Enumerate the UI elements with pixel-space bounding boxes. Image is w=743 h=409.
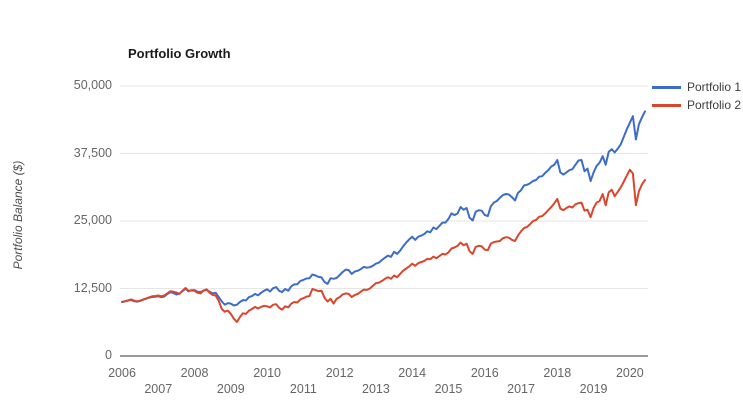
x-tick-label: 2011 <box>289 382 317 396</box>
x-tick-label: 2007 <box>144 382 173 396</box>
legend-label: Portfolio 1 <box>687 80 742 94</box>
x-tick-label: 2015 <box>434 382 463 396</box>
x-tick-label: 2018 <box>543 366 572 380</box>
legend-label: Portfolio 2 <box>687 98 742 112</box>
legend-item-portfolio-1[interactable]: Portfolio 1 <box>652 78 741 96</box>
x-tick-label: 2008 <box>180 366 209 380</box>
x-tick-label: 2019 <box>579 382 608 396</box>
portfolio-2-line-swatch <box>652 103 681 107</box>
x-tick-label: 2012 <box>325 366 354 380</box>
x-tick-label: 2017 <box>507 382 535 396</box>
y-tick-label: 50,000 <box>73 78 112 92</box>
portfolio-1-line-swatch <box>652 85 681 89</box>
x-tick-label: 2013 <box>362 382 390 396</box>
x-tick-label: 2009 <box>216 382 245 396</box>
chart-title: Portfolio Growth <box>128 46 231 61</box>
x-tick-label: 2006 <box>108 366 136 380</box>
x-tick-label: 2020 <box>615 366 644 380</box>
x-tick-label: 2014 <box>398 366 427 380</box>
y-tick-label: 12,500 <box>73 280 112 295</box>
chart-legend: Portfolio 1 Portfolio 2 <box>652 78 741 114</box>
y-tick-label: 0 <box>105 348 112 362</box>
y-tick-label: 25,000 <box>73 213 112 227</box>
x-tick-label: 2016 <box>470 366 499 380</box>
y-axis-title: Portfolio Balance ($) <box>11 160 25 270</box>
y-tick-label: 37,500 <box>73 145 112 160</box>
series-line-portfolio-2[interactable] <box>121 168 646 323</box>
legend-item-portfolio-2[interactable]: Portfolio 2 <box>652 96 741 114</box>
x-tick-label: 2010 <box>253 366 281 380</box>
